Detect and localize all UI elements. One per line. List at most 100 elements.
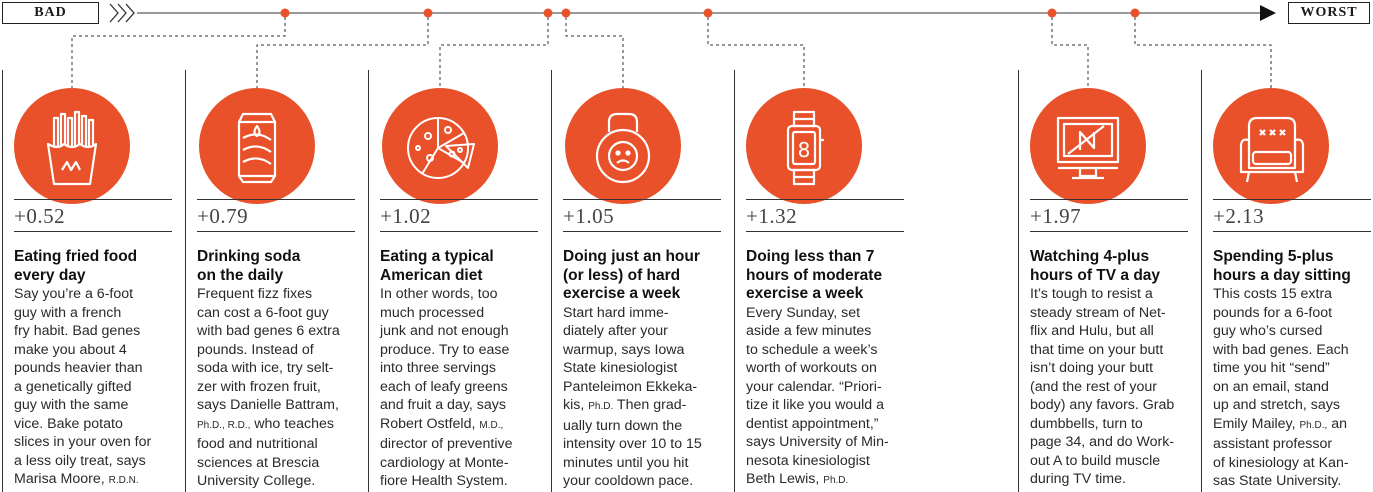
body-line: food and nutritional xyxy=(197,436,318,452)
body-line: nesota kinesiologist xyxy=(746,452,870,469)
score-rule xyxy=(380,199,538,200)
score-rule xyxy=(14,231,172,232)
body-line: during TV time. xyxy=(1030,471,1126,487)
body-line: into three servings xyxy=(380,360,496,376)
scale-dot xyxy=(561,8,571,18)
body-line: This costs 15 extra xyxy=(1213,286,1333,302)
body-text: kis, xyxy=(563,397,585,413)
score-rule xyxy=(746,199,904,200)
credential: Ph.D. xyxy=(823,475,849,486)
scale-dot xyxy=(1047,8,1057,18)
body-line: on an email, stand xyxy=(1213,378,1329,395)
body-line: that time on your butt xyxy=(1030,341,1164,358)
body-line: In other words, too xyxy=(380,286,498,302)
title-line: Drinking soda xyxy=(197,248,301,265)
scale-end-label: WORST xyxy=(1288,2,1370,24)
icon-badge xyxy=(1030,88,1146,204)
body-line: dumbbells, turn to xyxy=(1030,415,1143,432)
triangle-right-icon xyxy=(1260,5,1276,21)
title-line: exercise a week xyxy=(563,285,681,302)
habit-title: Drinking soda on the daily xyxy=(197,248,357,285)
score-value: +0.52 xyxy=(14,204,66,228)
body-line: Marisa Moore, R.D.N. xyxy=(14,470,176,491)
icon-badge xyxy=(565,88,681,204)
body-line: warmup, says Iowa xyxy=(563,341,685,358)
svg-text:8: 8 xyxy=(798,138,811,162)
credential: M.D., xyxy=(479,419,504,431)
body-line: zer with frozen fruit, xyxy=(197,378,321,395)
body-line: Start hard imme- xyxy=(563,304,669,321)
body-line: diately after your xyxy=(563,323,668,339)
body-line: worth of workouts on xyxy=(746,360,877,376)
score-rule xyxy=(1213,231,1371,232)
title-line: hours a day sitting xyxy=(1213,266,1351,284)
body-line: Say you’re a 6-foot xyxy=(14,286,134,302)
body-line: pounds for a 6-foot xyxy=(1213,304,1333,321)
smartwatch-icon: 8 xyxy=(786,110,824,186)
pizza-icon xyxy=(407,117,475,179)
french-fries-icon xyxy=(46,110,98,186)
dashed-connector xyxy=(439,17,549,88)
body-line: a less oily treat, says xyxy=(14,452,146,469)
body-text: Robert Ostfeld, xyxy=(380,415,476,432)
score-rule xyxy=(197,199,355,200)
body-line: much processed xyxy=(380,304,485,321)
body-text: Emily Mailey, xyxy=(1213,415,1296,432)
body-text: Marisa Moore, xyxy=(14,471,105,487)
body-line: Beth Lewis, Ph.D. xyxy=(746,470,908,491)
score-rule xyxy=(1213,199,1371,200)
body-line: intensity over 10 to 15 xyxy=(563,436,702,452)
title-line: Doing less than 7 xyxy=(746,248,875,265)
body-line: Robert Ostfeld, M.D., xyxy=(380,415,542,436)
habit-description: Frequent fizz fixes can cost a 6-foot guy… xyxy=(197,285,359,491)
title-line: American diet xyxy=(380,266,483,284)
body-line: of kinesiology at Kan- xyxy=(1213,454,1349,471)
body-line: and fruit a day, says xyxy=(380,397,506,413)
scale-dot xyxy=(1130,8,1140,18)
score-rule xyxy=(1030,231,1188,232)
habit-description: Start hard imme-diately after your warmup… xyxy=(563,304,725,491)
icon-badge xyxy=(14,88,130,204)
body-line: body) any favors. Grab xyxy=(1030,397,1175,413)
body-line: out A to build muscle xyxy=(1030,452,1161,469)
title-line: on the daily xyxy=(197,266,284,284)
body-line: soda with ice, try selt- xyxy=(197,360,334,376)
credential: Ph.D., xyxy=(1299,419,1328,431)
body-line: (and the rest of your xyxy=(1030,378,1157,395)
habit-title: Eating fried food every day xyxy=(14,248,174,285)
body-line: fiore Health System. xyxy=(380,473,508,489)
habit-title: Doing less than 7 hours of moderate exerci… xyxy=(746,248,906,304)
body-line: tize it like you would a xyxy=(746,397,885,413)
body-line: up and stretch, says xyxy=(1213,397,1340,413)
habit-description: Say you’re a 6-foot guy with a french fry … xyxy=(14,285,176,491)
column-divider xyxy=(185,70,186,492)
body-line: with bad genes. Each xyxy=(1213,341,1349,358)
scale-dot xyxy=(280,8,290,18)
title-line: (or less) of hard xyxy=(563,266,681,284)
scale-dot xyxy=(543,8,553,18)
body-line: vice. Bake potato xyxy=(14,415,123,432)
body-line: sciences at Brescia xyxy=(197,454,320,471)
body-line: Frequent fizz fixes xyxy=(197,286,313,302)
body-line: isn’t doing your butt xyxy=(1030,360,1154,376)
body-line: Emily Mailey, Ph.D., an xyxy=(1213,415,1373,436)
icon-badge xyxy=(199,88,315,204)
body-text: who teaches xyxy=(250,415,334,432)
body-line: Every Sunday, set xyxy=(746,304,861,321)
body-line: cardiology at Monte- xyxy=(380,454,509,471)
body-text: Beth Lewis, xyxy=(746,471,820,487)
score-value: +1.32 xyxy=(746,204,798,228)
icon-badge: 8 xyxy=(746,88,862,204)
body-line: steady stream of Net- xyxy=(1030,304,1166,321)
title-line: Eating fried food xyxy=(14,248,138,265)
scale-dot xyxy=(703,8,713,18)
body-line: It’s tough to resist a xyxy=(1030,286,1153,302)
icon-badge xyxy=(1213,88,1329,204)
score-rule xyxy=(746,231,904,232)
habit-description: Every Sunday, set aside a few minutes to s… xyxy=(746,304,908,491)
body-line: aside a few minutes xyxy=(746,323,872,339)
body-line: make you about 4 xyxy=(14,341,127,358)
score-rule xyxy=(14,199,172,200)
credential: R.D.N. xyxy=(108,475,139,486)
